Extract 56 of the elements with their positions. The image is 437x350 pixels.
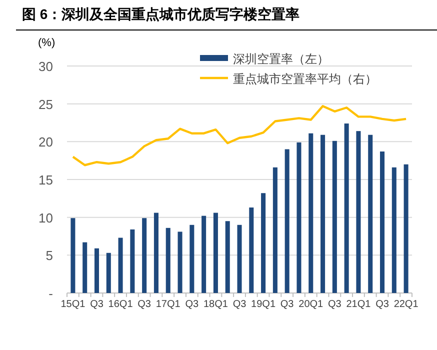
bar bbox=[94, 248, 99, 293]
bar bbox=[320, 134, 326, 293]
bar bbox=[190, 224, 194, 293]
bar bbox=[130, 229, 135, 293]
x-tick-label: Q3 bbox=[185, 299, 200, 310]
x-tick-label: Q3 bbox=[232, 299, 247, 310]
x-tick-label: Q3 bbox=[280, 299, 294, 310]
legend-label: 重点城市空置率平均（右） bbox=[233, 72, 377, 86]
x-tick-label: 21Q1 bbox=[346, 299, 372, 310]
x-tick-label: 18Q1 bbox=[203, 299, 228, 310]
bar bbox=[142, 218, 147, 293]
x-tick-label: 16Q1 bbox=[108, 299, 134, 310]
bar bbox=[332, 140, 337, 293]
x-tick-label: Q3 bbox=[138, 299, 152, 310]
bar bbox=[249, 207, 254, 293]
bar bbox=[82, 242, 88, 293]
bar bbox=[237, 224, 242, 293]
bar bbox=[380, 152, 385, 293]
bar bbox=[296, 142, 302, 293]
x-tick-label: 20Q1 bbox=[298, 299, 324, 310]
bar bbox=[261, 193, 266, 293]
y-tick-label: 25 bbox=[38, 96, 53, 112]
x-tick-label: 19Q1 bbox=[251, 299, 276, 310]
y-tick-label: 5 bbox=[46, 248, 53, 264]
x-tick-label: Q3 bbox=[376, 299, 390, 310]
bar bbox=[404, 164, 408, 293]
bar bbox=[308, 133, 314, 293]
bar bbox=[356, 131, 361, 293]
bar bbox=[368, 134, 373, 293]
legend-label: 深圳空置率（左） bbox=[233, 52, 329, 66]
bar bbox=[392, 167, 396, 293]
bar bbox=[272, 167, 278, 293]
x-tick-label: Q3 bbox=[90, 299, 104, 310]
x-tick-label: Q3 bbox=[328, 299, 342, 310]
y-tick-label: 10 bbox=[38, 210, 53, 226]
y-axis-title: (%) bbox=[38, 37, 56, 49]
chart-title: 图 6：深圳及全国重点城市优质写字楼空置率 bbox=[22, 6, 300, 22]
bar bbox=[225, 221, 230, 293]
bar bbox=[166, 228, 170, 293]
bar bbox=[284, 149, 290, 293]
bar bbox=[154, 212, 158, 293]
y-tick-label: 30 bbox=[38, 59, 53, 74]
bar bbox=[178, 232, 182, 293]
bar bbox=[202, 216, 206, 293]
bar bbox=[106, 252, 111, 293]
y-tick-label: - bbox=[48, 286, 53, 301]
x-tick-label: 15Q1 bbox=[60, 299, 86, 310]
bar bbox=[118, 238, 123, 293]
line-series bbox=[72, 105, 408, 166]
bar bbox=[213, 212, 218, 293]
bar bbox=[70, 218, 76, 293]
x-tick-label: 17Q1 bbox=[156, 299, 181, 310]
bar bbox=[344, 124, 349, 293]
x-tick-label: 22Q1 bbox=[394, 299, 419, 310]
y-tick-label: 15 bbox=[38, 172, 53, 188]
y-tick-label: 20 bbox=[38, 134, 53, 150]
